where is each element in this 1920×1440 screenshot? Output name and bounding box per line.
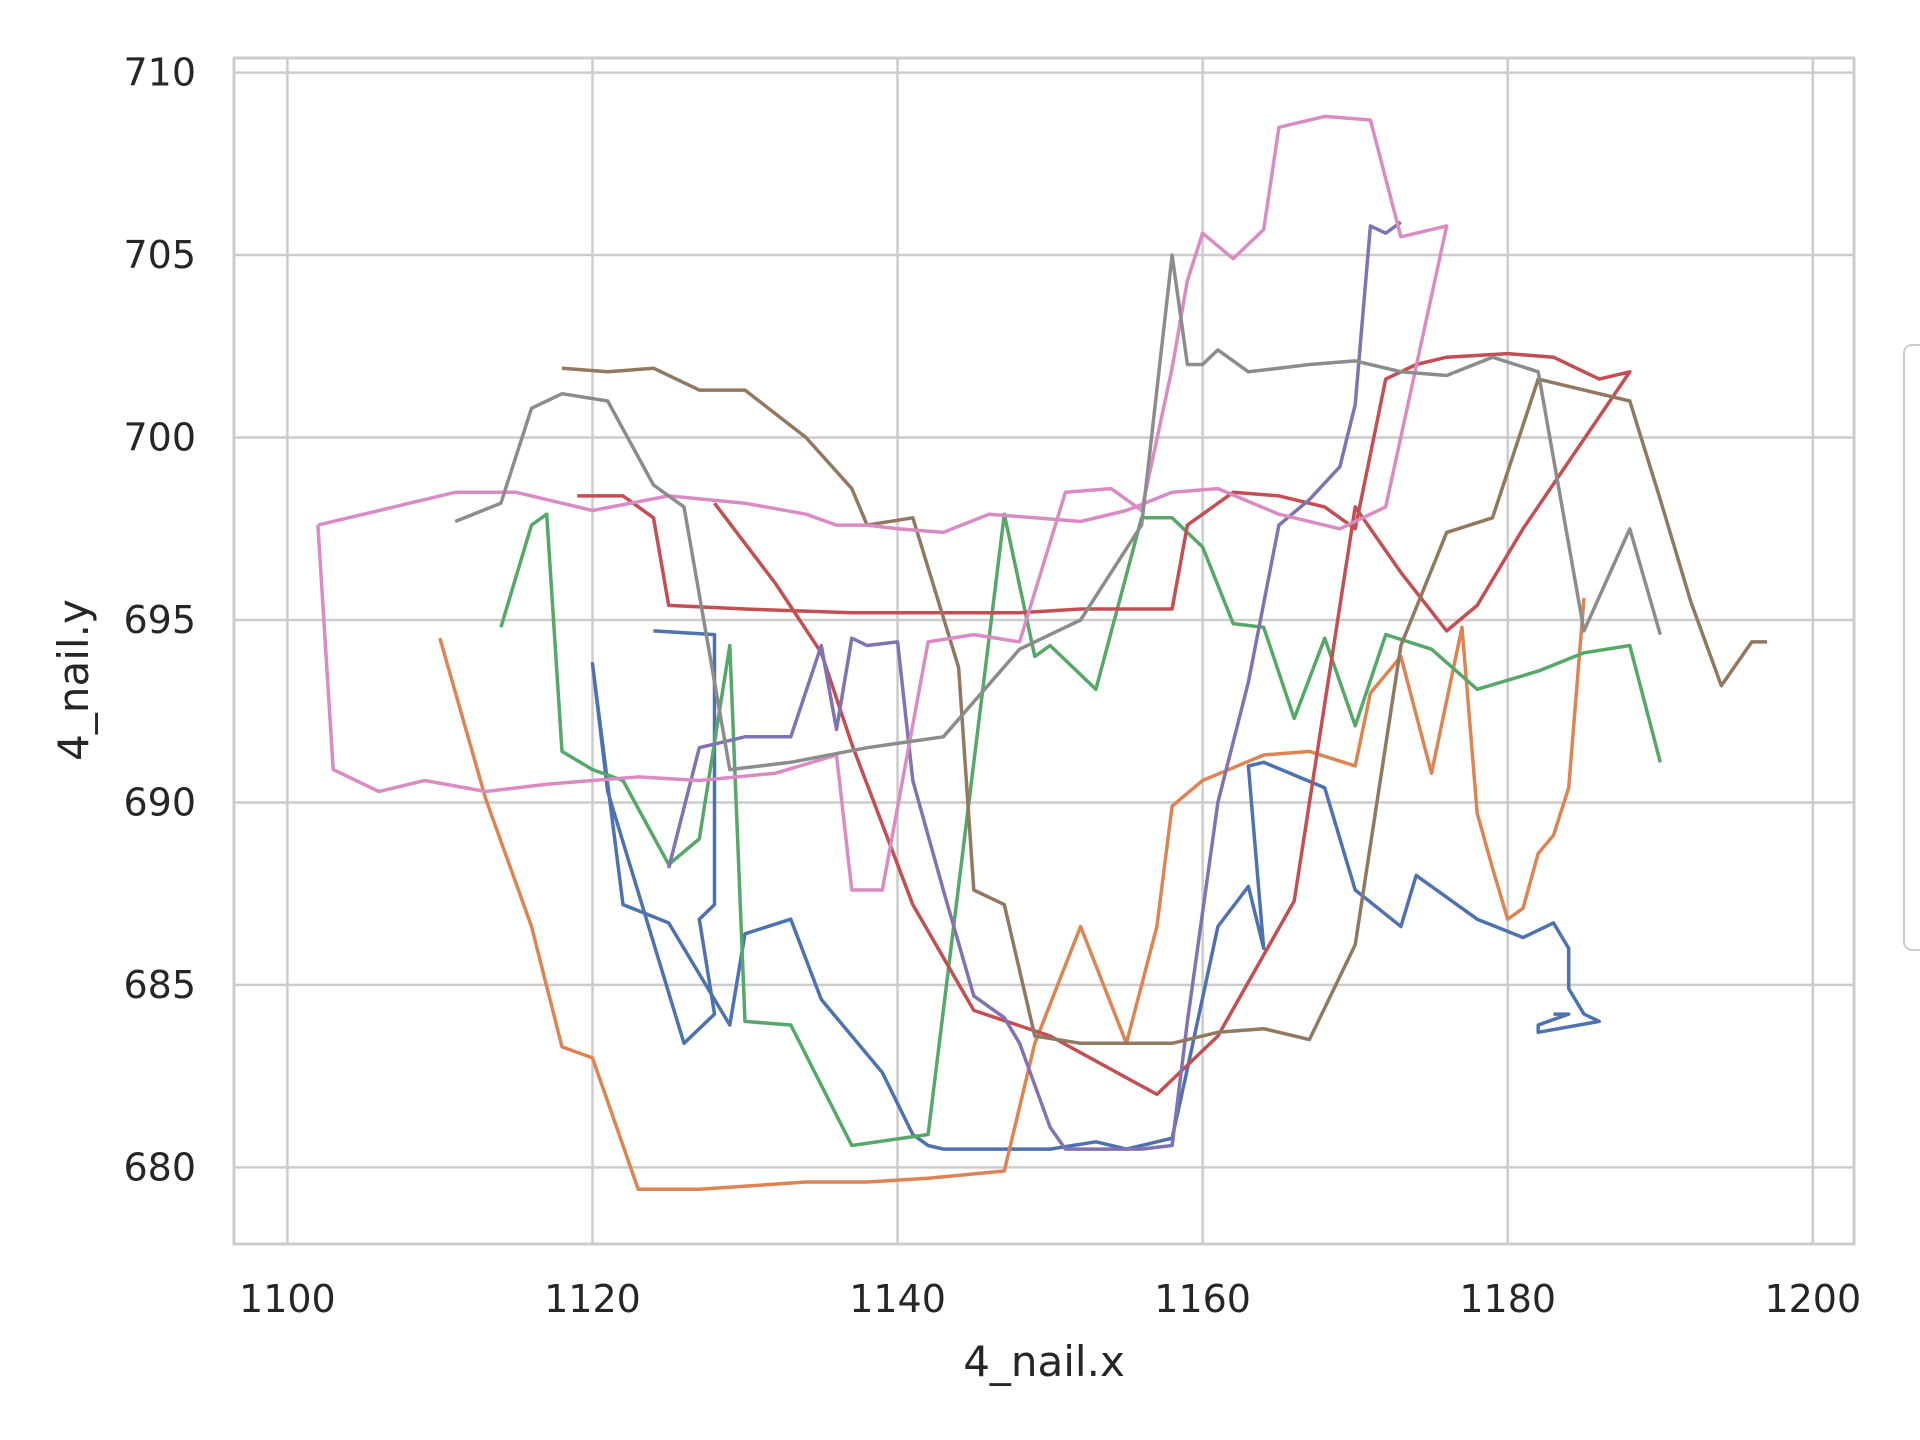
y-tick-label: 690: [123, 780, 196, 824]
series-line-1: [590, 629, 1602, 1151]
y-axis-label: 4_nail.y: [49, 599, 98, 761]
x-tick-label: 1180: [1459, 1277, 1556, 1321]
series-line-6: [561, 366, 1768, 1046]
x-axis-label: 4_nail.x: [963, 1337, 1125, 1386]
series-lines: [316, 114, 1768, 1192]
x-tick-label: 1100: [239, 1277, 336, 1321]
y-tick-label: 705: [123, 233, 196, 277]
y-tick-label: 680: [123, 1145, 196, 1189]
x-tick-label: 1160: [1154, 1277, 1251, 1321]
grid-lines: [234, 58, 1854, 1244]
x-tick-labels: 1100 1120 1140 1160 1180 1200: [239, 1277, 1861, 1321]
y-tick-label: 695: [123, 598, 196, 642]
y-tick-label: 710: [123, 51, 196, 95]
series-line-7: [316, 114, 1449, 892]
y-tick-labels: 680 685 690 695 700 705 710: [123, 51, 196, 1190]
x-tick-label: 1200: [1764, 1277, 1861, 1321]
axes-frame: [232, 56, 1856, 1246]
x-tick-label: 1120: [544, 1277, 641, 1321]
y-tick-label: 685: [123, 963, 196, 1007]
series-line-2: [438, 597, 1586, 1192]
series-line-4: [577, 351, 1632, 1097]
plot-border: [232, 56, 1856, 1246]
series-line-3: [499, 512, 1662, 1148]
series-line-8: [454, 253, 1662, 772]
y-tick-label: 700: [123, 416, 196, 460]
x-tick-label: 1140: [849, 1277, 946, 1321]
legend-box: [1903, 344, 1920, 951]
series-line-5: [667, 220, 1402, 1151]
